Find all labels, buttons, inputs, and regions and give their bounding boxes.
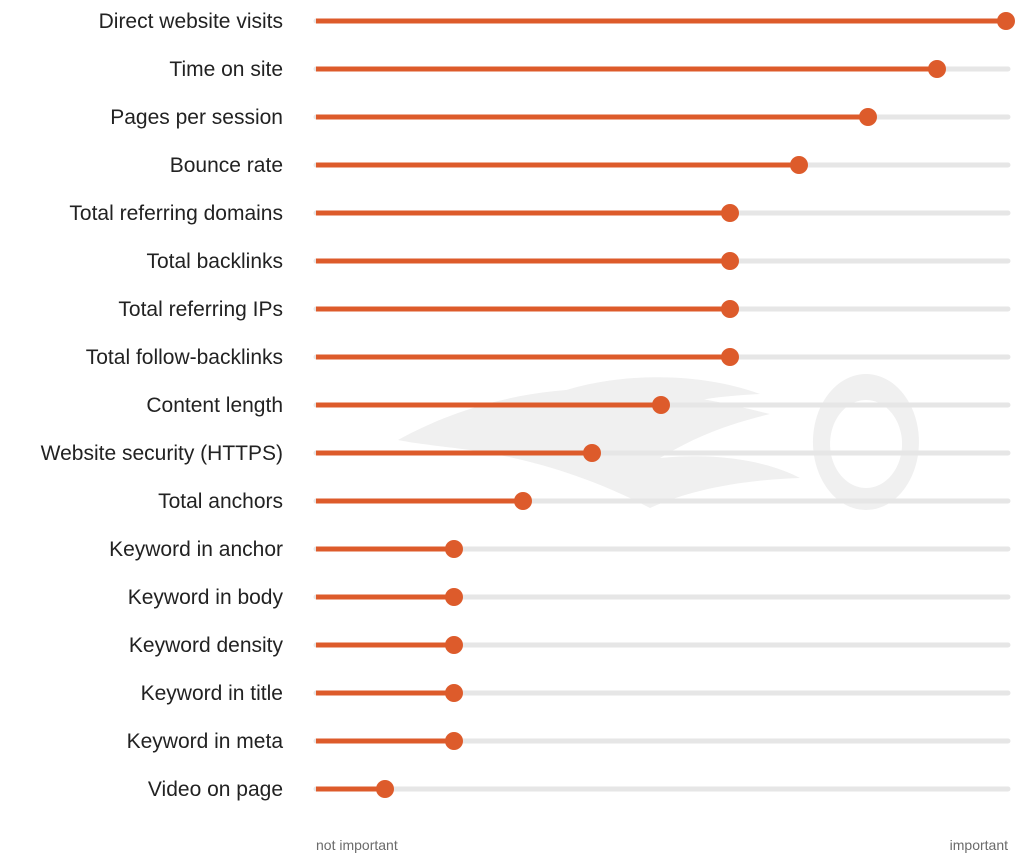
category-label: Time on site: [169, 58, 283, 81]
category-label: Total referring IPs: [118, 298, 283, 321]
category-label: Keyword in anchor: [109, 538, 283, 561]
category-label: Keyword density: [129, 634, 284, 657]
category-label: Bounce rate: [170, 154, 283, 177]
category-label: Keyword in title: [141, 682, 283, 705]
x-axis-min-label: not important: [316, 837, 398, 853]
category-label: Video on page: [148, 778, 283, 801]
value-dot: [583, 444, 601, 462]
value-dot: [376, 780, 394, 798]
category-label: Total backlinks: [146, 250, 283, 273]
value-dot: [652, 396, 670, 414]
value-dot: [721, 252, 739, 270]
category-label: Keyword in meta: [127, 730, 284, 753]
value-dot: [514, 492, 532, 510]
category-label: Total follow-backlinks: [86, 346, 283, 369]
value-dot: [721, 300, 739, 318]
category-label: Content length: [146, 394, 283, 417]
category-label: Website security (HTTPS): [41, 442, 283, 465]
value-dot: [721, 348, 739, 366]
value-dot: [859, 108, 877, 126]
category-label: Total anchors: [158, 490, 283, 513]
category-label: Total referring domains: [69, 202, 283, 225]
watermark-logo: [398, 374, 919, 510]
value-dot: [445, 684, 463, 702]
x-axis-max-label: important: [950, 837, 1008, 853]
value-dot: [445, 732, 463, 750]
value-dot: [445, 588, 463, 606]
value-dot: [790, 156, 808, 174]
category-label: Keyword in body: [128, 586, 284, 609]
value-dot: [445, 636, 463, 654]
category-label: Pages per session: [110, 106, 283, 129]
value-dot: [721, 204, 739, 222]
category-label: Direct website visits: [99, 10, 283, 33]
value-dot: [445, 540, 463, 558]
value-dot: [997, 12, 1015, 30]
value-dot: [928, 60, 946, 78]
